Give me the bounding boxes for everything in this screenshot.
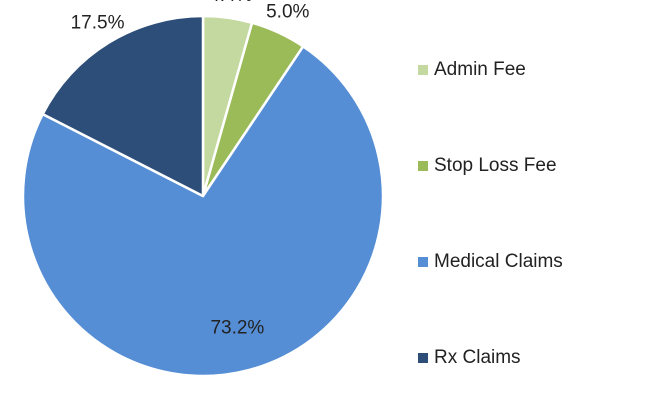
legend: Admin Fee Stop Loss Fee Medical Claims Rx C… xyxy=(418,59,563,368)
data-label: 17.5% xyxy=(71,13,125,34)
legend-label: Stop Loss Fee xyxy=(434,155,557,176)
pie xyxy=(21,14,385,378)
data-labels: 4.4% 5.0% 73.2% 17.5% xyxy=(71,0,310,338)
legend-swatch xyxy=(418,65,428,75)
legend-swatch xyxy=(418,257,428,267)
legend-swatch xyxy=(418,161,428,171)
pie-slice xyxy=(41,14,205,198)
legend-label: Admin Fee xyxy=(434,59,526,80)
data-label: 73.2% xyxy=(210,317,264,338)
legend-label: Medical Claims xyxy=(434,251,563,272)
data-label: 4.4% xyxy=(209,0,252,6)
data-label: 5.0% xyxy=(266,2,309,23)
legend-label: Rx Claims xyxy=(434,347,521,368)
pie-slice xyxy=(21,45,385,378)
legend-swatch xyxy=(418,353,428,363)
